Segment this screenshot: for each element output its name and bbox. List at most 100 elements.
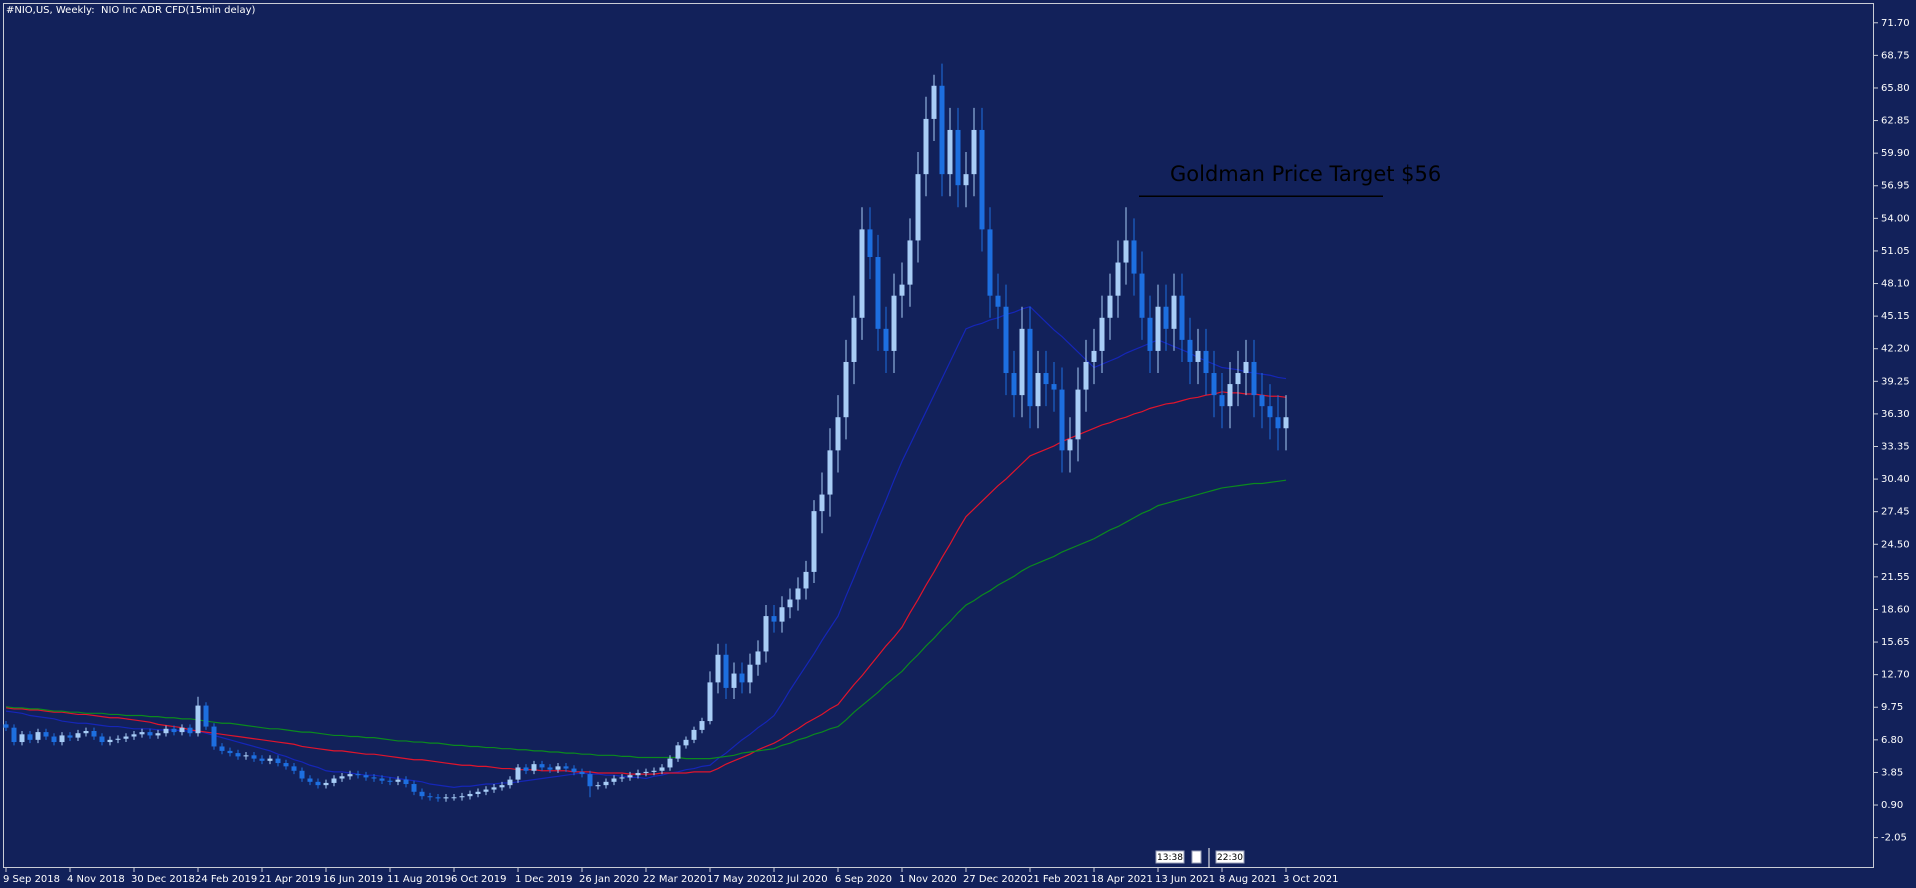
time-marker: 13:38: [1157, 853, 1183, 863]
candle-body: [1043, 373, 1049, 385]
x-tick-label: 18 Apr 2021: [1091, 874, 1153, 885]
candle-body: [643, 771, 649, 773]
x-tick-label: 3 Oct 2021: [1283, 874, 1338, 885]
candle-body: [107, 739, 113, 743]
candle-body: [547, 767, 553, 770]
candle-body: [811, 511, 817, 572]
candle-body: [755, 651, 761, 665]
candle-body: [243, 755, 249, 757]
candle-body: [419, 791, 425, 797]
candle-body: [835, 417, 841, 451]
candle-body: [1179, 295, 1185, 340]
candle-body: [11, 727, 17, 743]
candle-body: [739, 673, 745, 683]
chart-title: #NIO,US, Weekly: NIO Inc ADR CFD(15min d…: [6, 5, 256, 16]
y-tick-label: 42.20: [1881, 344, 1910, 355]
candle-body: [571, 768, 577, 772]
y-tick-label: 45.15: [1881, 311, 1910, 322]
candle-body: [691, 729, 697, 740]
candle-body: [883, 328, 889, 351]
x-tick-label: 11 Aug 2019: [387, 874, 451, 885]
candle-body: [619, 777, 625, 779]
candle-body: [955, 129, 961, 186]
candle-body: [195, 705, 201, 734]
candle-body: [1251, 361, 1257, 396]
time-marker-box: [1215, 850, 1245, 864]
candle-body: [283, 763, 289, 767]
candle-body: [867, 229, 873, 258]
candle-body: [235, 753, 241, 757]
candle-body: [995, 295, 1001, 307]
candle-body: [891, 295, 897, 351]
candle-body: [435, 797, 441, 799]
y-tick-label: 59.90: [1881, 148, 1910, 159]
candle-body: [1227, 384, 1233, 407]
candle-body: [51, 736, 57, 743]
candle-body: [915, 174, 921, 241]
candle-body: [1283, 417, 1289, 429]
candle-body: [1235, 373, 1241, 385]
x-tick-label: 12 Jul 2020: [771, 874, 828, 885]
candle-body: [635, 772, 641, 776]
x-tick-label: 6 Sep 2020: [835, 874, 892, 885]
candle-body: [451, 797, 457, 799]
candle-body: [163, 728, 169, 734]
candle-body: [307, 778, 313, 782]
candle-body: [963, 174, 969, 186]
x-tick-label: 24 Feb 2019: [195, 874, 257, 885]
candle-body: [1139, 273, 1145, 318]
candle-body: [771, 616, 777, 622]
candle-body: [667, 758, 673, 768]
candle-body: [75, 733, 81, 738]
x-tick-label: 1 Dec 2019: [515, 874, 573, 885]
candle-body: [1259, 395, 1265, 407]
candle-body: [1267, 406, 1273, 418]
candle-body: [611, 778, 617, 782]
candle-body: [387, 780, 393, 782]
y-tick-label: 12.70: [1881, 670, 1910, 681]
candle-body: [19, 734, 25, 743]
candle-body: [843, 361, 849, 418]
candle-body: [27, 734, 33, 740]
candle-body: [1131, 240, 1137, 274]
x-tick-label: 27 Dec 2020: [963, 874, 1027, 885]
candle-body: [1059, 389, 1065, 451]
candle-body: [491, 787, 497, 790]
y-tick-label: 24.50: [1881, 539, 1910, 550]
candle-body: [315, 781, 321, 786]
x-tick-label: 6 Oct 2019: [451, 874, 506, 885]
candle-body: [67, 735, 73, 738]
candle-body: [1107, 295, 1113, 318]
candle-body: [851, 317, 857, 362]
candle-body: [507, 779, 513, 786]
candle-body: [627, 775, 633, 778]
candle-body: [139, 732, 145, 735]
candle-body: [331, 778, 337, 783]
y-tick-label: 62.85: [1881, 116, 1910, 127]
candle-body: [859, 229, 865, 318]
candle-body: [1187, 339, 1193, 362]
y-tick-label: 3.85: [1881, 767, 1903, 778]
candle-body: [747, 664, 753, 683]
y-tick-label: 48.10: [1881, 279, 1910, 290]
candle-body: [411, 784, 417, 792]
candle-body: [155, 733, 161, 736]
y-tick-label: 18.60: [1881, 604, 1910, 615]
candle-body: [651, 770, 657, 772]
x-tick-label: 30 Dec 2018: [131, 874, 195, 885]
x-tick-label: 4 Nov 2018: [67, 874, 125, 885]
candle-body: [979, 129, 985, 230]
y-tick-label: 9.75: [1881, 702, 1903, 713]
plot-frame: [3, 3, 1874, 868]
candle-body: [363, 775, 369, 778]
candle-body: [907, 240, 913, 285]
x-tick-label: 22 Mar 2020: [643, 874, 706, 885]
y-tick-label: 54.00: [1881, 213, 1910, 224]
candle-body: [43, 732, 49, 737]
candle-body: [787, 599, 793, 608]
candle-body: [427, 796, 433, 798]
candle-body: [779, 607, 785, 622]
candle-body: [299, 770, 305, 779]
candle-body: [35, 732, 41, 740]
